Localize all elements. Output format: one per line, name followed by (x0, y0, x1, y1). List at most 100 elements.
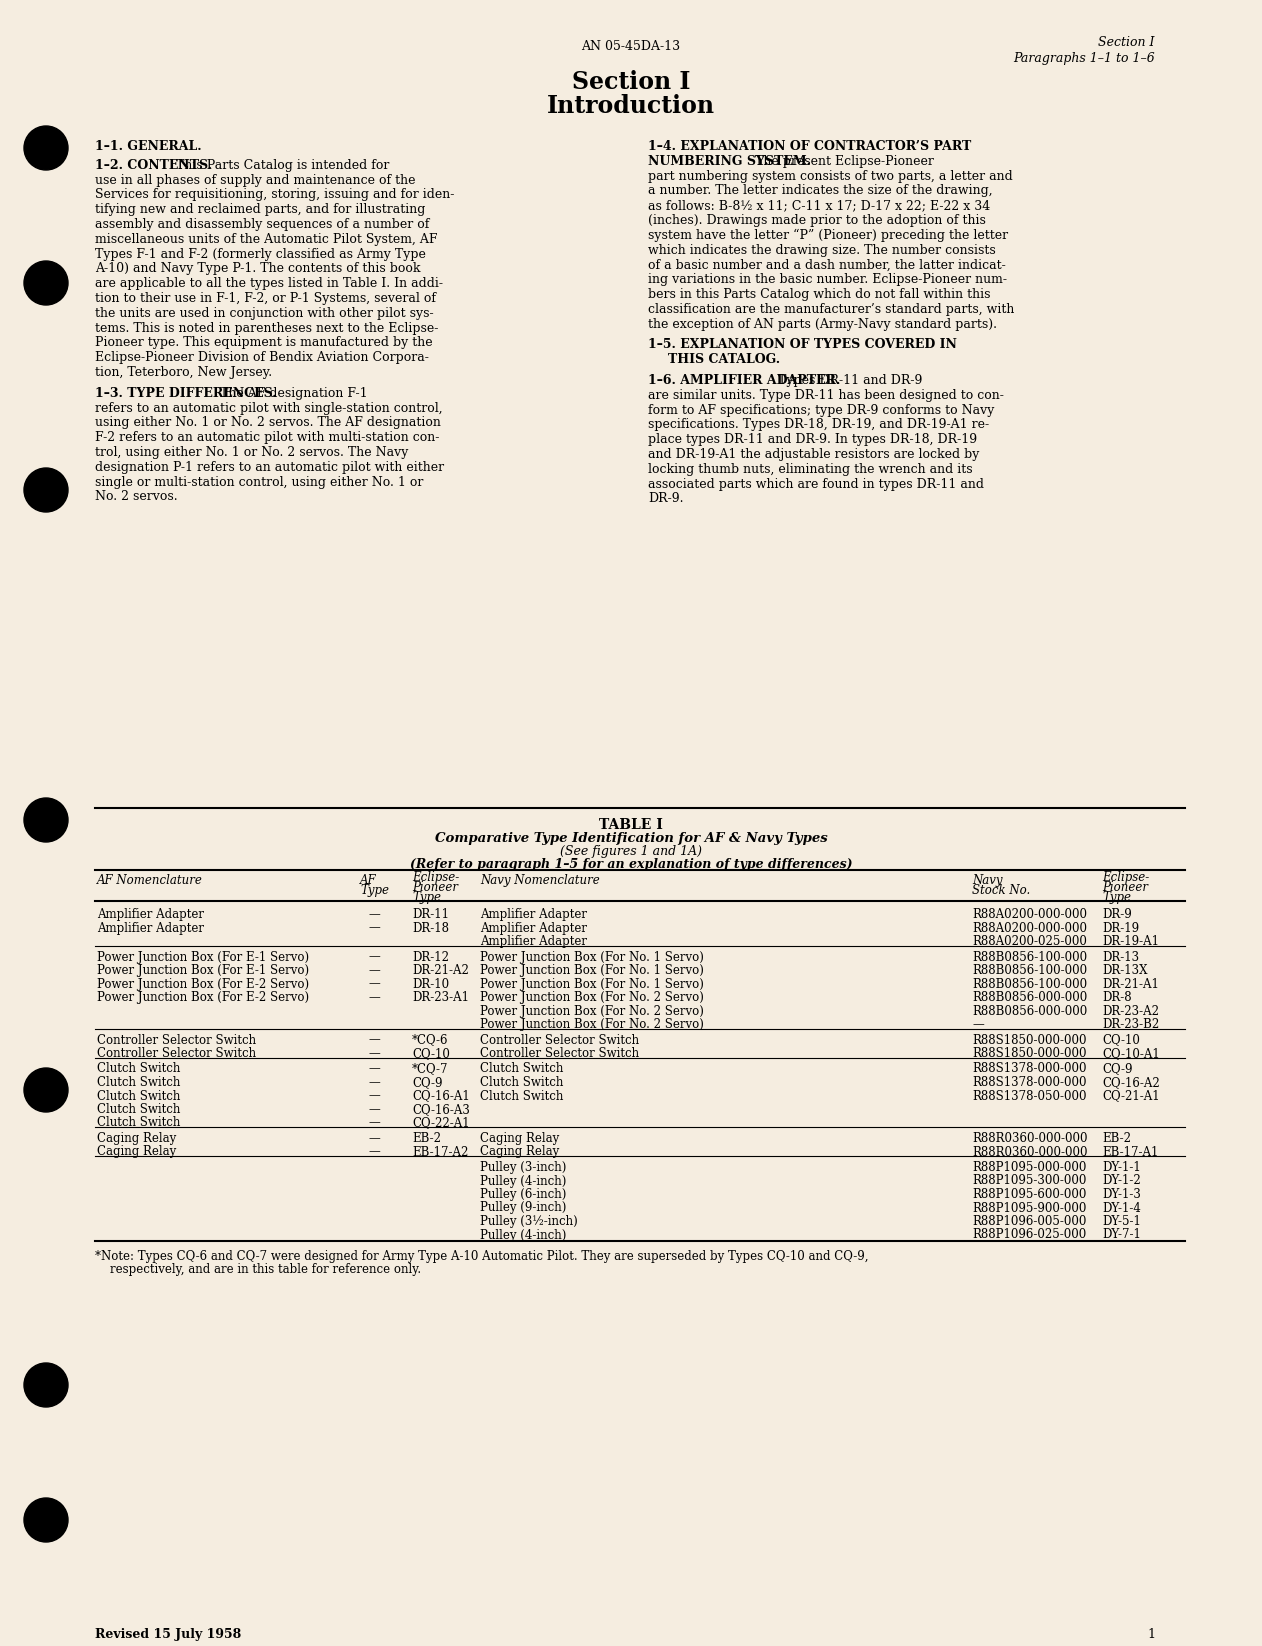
Text: —: — (369, 1034, 380, 1047)
Text: the units are used in conjunction with other pilot sys-: the units are used in conjunction with o… (95, 306, 434, 319)
Text: place types DR-11 and DR-9. In types DR-18, DR-19: place types DR-11 and DR-9. In types DR-… (647, 433, 977, 446)
Text: of a basic number and a dash number, the latter indicat-: of a basic number and a dash number, the… (647, 258, 1006, 272)
Text: *Note: Types CQ-6 and CQ-7 were designed for Army Type A-10 Automatic Pilot. The: *Note: Types CQ-6 and CQ-7 were designed… (95, 1249, 868, 1262)
Text: —: — (369, 950, 380, 963)
Text: —: — (972, 1017, 984, 1030)
Text: —: — (369, 1116, 380, 1129)
Text: Controller Selector Switch: Controller Selector Switch (97, 1047, 256, 1060)
Text: EB-2: EB-2 (411, 1132, 440, 1146)
Text: Services for requisitioning, storing, issuing and for iden-: Services for requisitioning, storing, is… (95, 188, 454, 201)
Text: CQ-10: CQ-10 (1102, 1034, 1140, 1047)
Text: R88B0856-100-000: R88B0856-100-000 (972, 978, 1087, 991)
Text: bers in this Parts Catalog which do not fall within this: bers in this Parts Catalog which do not … (647, 288, 991, 301)
Text: R88P1095-600-000: R88P1095-600-000 (972, 1188, 1087, 1202)
Text: —: — (369, 978, 380, 991)
Text: Revised 15 July 1958: Revised 15 July 1958 (95, 1628, 241, 1641)
Text: Caging Relay: Caging Relay (97, 1146, 177, 1159)
Text: DY-1-4: DY-1-4 (1102, 1202, 1141, 1215)
Text: CQ-21-A1: CQ-21-A1 (1102, 1090, 1160, 1103)
Text: Types F-1 and F-2 (formerly classified as Army Type: Types F-1 and F-2 (formerly classified a… (95, 247, 425, 260)
Text: 1–1. GENERAL.: 1–1. GENERAL. (95, 140, 202, 153)
Text: —: — (369, 1047, 380, 1060)
Text: a number. The letter indicates the size of the drawing,: a number. The letter indicates the size … (647, 184, 993, 198)
Text: 1–6. AMPLIFIER ADAPTER.: 1–6. AMPLIFIER ADAPTER. (647, 374, 840, 387)
Text: 1–5. EXPLANATION OF TYPES COVERED IN: 1–5. EXPLANATION OF TYPES COVERED IN (647, 339, 957, 351)
Text: CQ-9: CQ-9 (411, 1076, 443, 1090)
Text: Pioneer: Pioneer (411, 881, 458, 894)
Text: tems. This is noted in parentheses next to the Eclipse-: tems. This is noted in parentheses next … (95, 321, 438, 334)
Text: Clutch Switch: Clutch Switch (480, 1090, 563, 1103)
Text: Navy Nomenclature: Navy Nomenclature (480, 874, 599, 887)
Text: DR-11: DR-11 (411, 909, 449, 922)
Text: —: — (369, 991, 380, 1004)
Text: —: — (369, 1063, 380, 1075)
Text: tifying new and reclaimed parts, and for illustrating: tifying new and reclaimed parts, and for… (95, 202, 425, 216)
Text: R88B0856-100-000: R88B0856-100-000 (972, 950, 1087, 963)
Text: Power Junction Box (For No. 2 Servo): Power Junction Box (For No. 2 Servo) (480, 991, 704, 1004)
Text: CQ-16-A2: CQ-16-A2 (1102, 1076, 1160, 1090)
Text: DR-13: DR-13 (1102, 950, 1140, 963)
Text: CQ-16-A3: CQ-16-A3 (411, 1103, 469, 1116)
Text: respectively, and are in this table for reference only.: respectively, and are in this table for … (95, 1262, 422, 1276)
Text: DY-1-2: DY-1-2 (1102, 1175, 1141, 1187)
Text: R88B0856-000-000: R88B0856-000-000 (972, 991, 1088, 1004)
Text: Pulley (6-inch): Pulley (6-inch) (480, 1188, 567, 1202)
Text: Power Junction Box (For No. 1 Servo): Power Junction Box (For No. 1 Servo) (480, 965, 704, 978)
Text: Clutch Switch: Clutch Switch (97, 1063, 180, 1075)
Text: The AF designation F-1: The AF designation F-1 (216, 387, 367, 400)
Circle shape (24, 798, 68, 843)
Text: are applicable to all the types listed in Table I. In addi-: are applicable to all the types listed i… (95, 277, 443, 290)
Text: DR-12: DR-12 (411, 950, 449, 963)
Text: locking thumb nuts, eliminating the wrench and its: locking thumb nuts, eliminating the wren… (647, 463, 973, 476)
Text: Comparative Type Identification for AF & Navy Types: Comparative Type Identification for AF &… (434, 831, 828, 844)
Text: R88S1378-000-000: R88S1378-000-000 (972, 1063, 1087, 1075)
Text: Clutch Switch: Clutch Switch (480, 1076, 563, 1090)
Text: Amplifier Adapter: Amplifier Adapter (480, 909, 587, 922)
Text: AN 05-45DA-13: AN 05-45DA-13 (582, 40, 680, 53)
Text: specifications. Types DR-18, DR-19, and DR-19-A1 re-: specifications. Types DR-18, DR-19, and … (647, 418, 989, 431)
Text: CQ-9: CQ-9 (1102, 1063, 1132, 1075)
Text: R88B0856-000-000: R88B0856-000-000 (972, 1004, 1088, 1017)
Text: —: — (369, 965, 380, 978)
Text: Clutch Switch: Clutch Switch (480, 1063, 563, 1075)
Text: Clutch Switch: Clutch Switch (97, 1116, 180, 1129)
Text: Caging Relay: Caging Relay (480, 1132, 559, 1146)
Text: A-10) and Navy Type P-1. The contents of this book: A-10) and Navy Type P-1. The contents of… (95, 262, 420, 275)
Text: Eclipse-Pioneer Division of Bendix Aviation Corpora-: Eclipse-Pioneer Division of Bendix Aviat… (95, 351, 429, 364)
Text: Types DR-11 and DR-9: Types DR-11 and DR-9 (775, 374, 923, 387)
Text: Type: Type (360, 884, 389, 897)
Text: classification are the manufacturer’s standard parts, with: classification are the manufacturer’s st… (647, 303, 1015, 316)
Text: R88A0200-000-000: R88A0200-000-000 (972, 922, 1087, 935)
Text: system have the letter “P” (Pioneer) preceding the letter: system have the letter “P” (Pioneer) pre… (647, 229, 1008, 242)
Text: Amplifier Adapter: Amplifier Adapter (97, 909, 204, 922)
Text: trol, using either No. 1 or No. 2 servos. The Navy: trol, using either No. 1 or No. 2 servos… (95, 446, 409, 459)
Text: —: — (369, 922, 380, 935)
Text: R88P1096-005-000: R88P1096-005-000 (972, 1215, 1087, 1228)
Text: The present Eclipse-Pioneer: The present Eclipse-Pioneer (751, 155, 934, 168)
Text: associated parts which are found in types DR-11 and: associated parts which are found in type… (647, 477, 984, 491)
Text: DY-5-1: DY-5-1 (1102, 1215, 1141, 1228)
Text: DR-18: DR-18 (411, 922, 449, 935)
Text: 1–4. EXPLANATION OF CONTRACTOR’S PART: 1–4. EXPLANATION OF CONTRACTOR’S PART (647, 140, 972, 153)
Text: ing variations in the basic number. Eclipse-Pioneer num-: ing variations in the basic number. Ecli… (647, 273, 1007, 286)
Text: R88S1378-000-000: R88S1378-000-000 (972, 1076, 1087, 1090)
Circle shape (24, 1498, 68, 1542)
Text: DY-1-3: DY-1-3 (1102, 1188, 1141, 1202)
Text: Section I: Section I (572, 71, 690, 94)
Text: tion, Teterboro, New Jersey.: tion, Teterboro, New Jersey. (95, 365, 273, 379)
Text: EB-17-A1: EB-17-A1 (1102, 1146, 1159, 1159)
Text: DR-10: DR-10 (411, 978, 449, 991)
Text: Power Junction Box (For No. 1 Servo): Power Junction Box (For No. 1 Servo) (480, 950, 704, 963)
Text: CQ-10: CQ-10 (411, 1047, 449, 1060)
Text: using either No. 1 or No. 2 servos. The AF designation: using either No. 1 or No. 2 servos. The … (95, 416, 440, 430)
Text: R88S1850-000-000: R88S1850-000-000 (972, 1034, 1087, 1047)
Text: R88P1095-000-000: R88P1095-000-000 (972, 1160, 1087, 1174)
Text: designation P-1 refers to an automatic pilot with either: designation P-1 refers to an automatic p… (95, 461, 444, 474)
Text: *CQ-7: *CQ-7 (411, 1063, 448, 1075)
Text: R88B0856-100-000: R88B0856-100-000 (972, 965, 1087, 978)
Text: Controller Selector Switch: Controller Selector Switch (480, 1034, 639, 1047)
Text: Amplifier Adapter: Amplifier Adapter (480, 935, 587, 948)
Text: Stock No.: Stock No. (972, 884, 1030, 897)
Text: Pulley (4-inch): Pulley (4-inch) (480, 1228, 567, 1241)
Text: DR-8: DR-8 (1102, 991, 1132, 1004)
